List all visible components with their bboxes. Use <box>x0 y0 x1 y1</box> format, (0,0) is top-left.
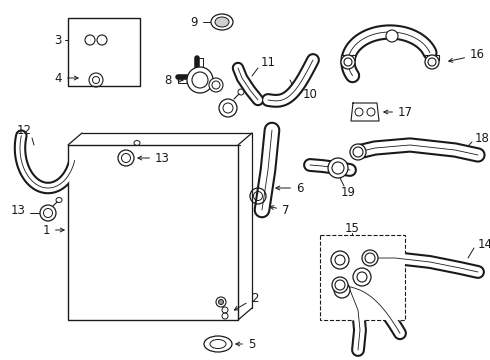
Text: 9: 9 <box>191 15 198 28</box>
Ellipse shape <box>215 17 229 27</box>
Bar <box>68 145 238 320</box>
Circle shape <box>334 282 350 298</box>
Circle shape <box>362 250 378 266</box>
Bar <box>68 18 140 86</box>
Text: 13: 13 <box>138 152 170 165</box>
Text: 11: 11 <box>261 55 275 68</box>
Text: 12: 12 <box>17 123 31 136</box>
Circle shape <box>386 30 398 42</box>
Circle shape <box>328 158 348 178</box>
Text: 4: 4 <box>54 72 78 85</box>
Bar <box>341 55 355 60</box>
Circle shape <box>209 78 223 92</box>
Bar <box>320 235 405 320</box>
Text: 8: 8 <box>165 73 183 86</box>
Text: 6: 6 <box>276 181 303 194</box>
Text: 2: 2 <box>234 292 259 310</box>
Text: 15: 15 <box>344 221 360 234</box>
Text: 14: 14 <box>478 238 490 251</box>
Text: 5: 5 <box>236 338 255 351</box>
Circle shape <box>331 251 349 269</box>
Circle shape <box>332 277 348 293</box>
Circle shape <box>187 67 213 93</box>
Text: 3: 3 <box>54 33 62 46</box>
Circle shape <box>219 300 223 305</box>
Text: 7: 7 <box>270 203 290 216</box>
Text: 13: 13 <box>11 203 26 216</box>
Circle shape <box>425 55 439 69</box>
Text: 18: 18 <box>475 131 490 144</box>
Text: 17: 17 <box>384 105 413 118</box>
Bar <box>425 55 439 60</box>
Text: 10: 10 <box>302 89 318 102</box>
Circle shape <box>353 268 371 286</box>
Text: 19: 19 <box>341 185 356 198</box>
Text: 16: 16 <box>449 49 485 62</box>
Circle shape <box>341 55 355 69</box>
Text: 1: 1 <box>43 224 64 237</box>
Circle shape <box>350 144 366 160</box>
